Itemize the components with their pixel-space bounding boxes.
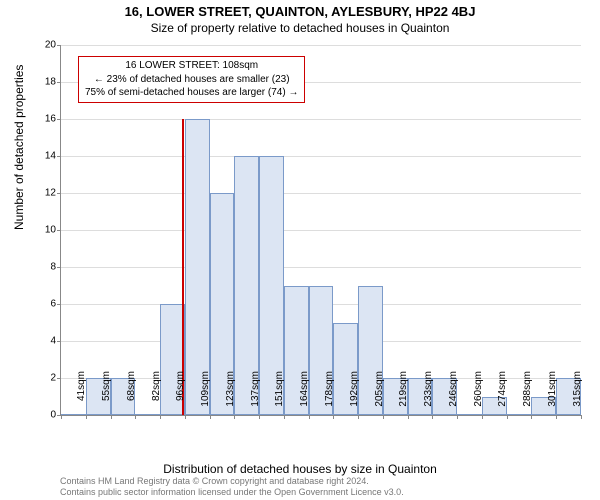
license-text: Contains HM Land Registry data © Crown c…: [60, 476, 404, 498]
x-tick-label: 55sqm: [101, 371, 112, 421]
x-tick-label: 164sqm: [299, 371, 310, 421]
x-tick-label: 219sqm: [398, 371, 409, 421]
y-tick-mark: [57, 82, 61, 83]
y-tick-label: 14: [26, 151, 56, 162]
x-tick-label: 96sqm: [175, 371, 186, 421]
x-tick-label: 178sqm: [324, 371, 335, 421]
gridline: [61, 156, 581, 157]
x-tick-label: 82sqm: [151, 371, 162, 421]
y-tick-label: 4: [26, 336, 56, 347]
annotation-line: ← 23% of detached houses are smaller (23…: [85, 73, 298, 87]
annotation-line: 75% of semi-detached houses are larger (…: [85, 86, 298, 100]
x-tick-label: 123sqm: [225, 371, 236, 421]
x-tick-label: 151sqm: [274, 371, 285, 421]
y-tick-label: 0: [26, 410, 56, 421]
x-tick-label: 301sqm: [547, 371, 558, 421]
x-tick-label: 274sqm: [497, 371, 508, 421]
x-tick-label: 205sqm: [374, 371, 385, 421]
y-tick-label: 2: [26, 373, 56, 384]
chart-title: 16, LOWER STREET, QUAINTON, AYLESBURY, H…: [0, 0, 600, 19]
gridline: [61, 193, 581, 194]
x-tick-label: 233sqm: [423, 371, 434, 421]
y-tick-label: 6: [26, 299, 56, 310]
x-tick-label: 246sqm: [448, 371, 459, 421]
y-tick-mark: [57, 267, 61, 268]
y-tick-mark: [57, 378, 61, 379]
chart-subtitle: Size of property relative to detached ho…: [0, 19, 600, 35]
x-tick-label: 137sqm: [250, 371, 261, 421]
y-tick-label: 8: [26, 262, 56, 273]
gridline: [61, 230, 581, 231]
x-axis-label: Distribution of detached houses by size …: [0, 462, 600, 476]
annotation-box: 16 LOWER STREET: 108sqm← 23% of detached…: [78, 56, 305, 103]
x-tick-label: 68sqm: [126, 371, 137, 421]
y-tick-label: 18: [26, 77, 56, 88]
annotation-line: 16 LOWER STREET: 108sqm: [85, 59, 298, 73]
x-tick-label: 315sqm: [572, 371, 583, 421]
y-tick-mark: [57, 156, 61, 157]
y-tick-mark: [57, 341, 61, 342]
y-tick-label: 10: [26, 225, 56, 236]
x-tick-mark: [61, 415, 62, 419]
y-tick-label: 12: [26, 188, 56, 199]
y-tick-mark: [57, 119, 61, 120]
gridline: [61, 119, 581, 120]
license-line-2: Contains public sector information licen…: [60, 487, 404, 498]
x-tick-label: 41sqm: [76, 371, 87, 421]
y-tick-mark: [57, 304, 61, 305]
y-tick-mark: [57, 193, 61, 194]
y-tick-label: 20: [26, 40, 56, 51]
x-tick-label: 260sqm: [473, 371, 484, 421]
y-axis-label: Number of detached properties: [12, 65, 26, 230]
y-tick-label: 16: [26, 114, 56, 125]
x-tick-label: 109sqm: [200, 371, 211, 421]
y-tick-mark: [57, 45, 61, 46]
y-tick-mark: [57, 230, 61, 231]
gridline: [61, 45, 581, 46]
license-line-1: Contains HM Land Registry data © Crown c…: [60, 476, 404, 487]
x-tick-label: 288sqm: [522, 371, 533, 421]
x-tick-label: 192sqm: [349, 371, 360, 421]
gridline: [61, 267, 581, 268]
